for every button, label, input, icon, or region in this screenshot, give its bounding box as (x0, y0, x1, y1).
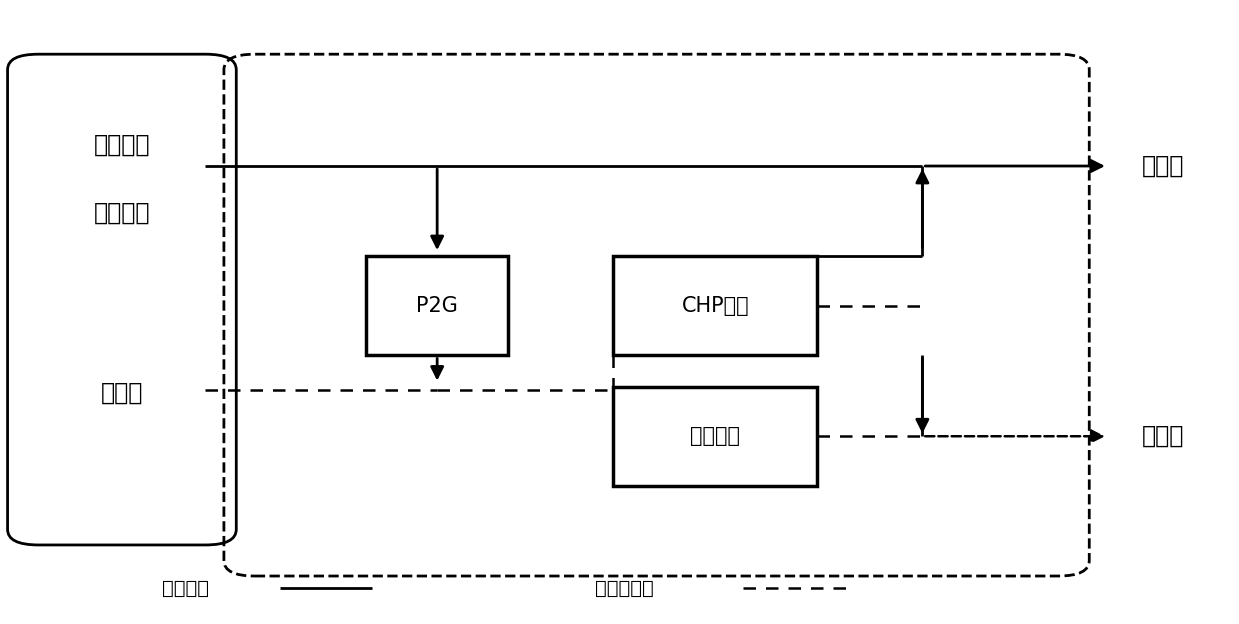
Text: 热负荷: 热负荷 (1142, 424, 1184, 448)
Bar (613, 386, 818, 486)
Bar (366, 256, 508, 356)
FancyBboxPatch shape (7, 54, 237, 545)
Text: P2G: P2G (416, 296, 458, 316)
Bar (613, 256, 818, 356)
Text: 天然气网络: 天然气网络 (595, 579, 653, 598)
Text: 电负荷: 电负荷 (1142, 154, 1184, 178)
Text: CHP机组: CHP机组 (681, 296, 750, 316)
Text: 气源点: 气源点 (100, 381, 144, 405)
Text: 电力网络: 电力网络 (162, 579, 209, 598)
Text: 火力发电: 火力发电 (94, 132, 150, 156)
Text: 风力发电: 风力发电 (94, 200, 150, 225)
Text: 燃气锅炉: 燃气锅炉 (690, 426, 741, 446)
